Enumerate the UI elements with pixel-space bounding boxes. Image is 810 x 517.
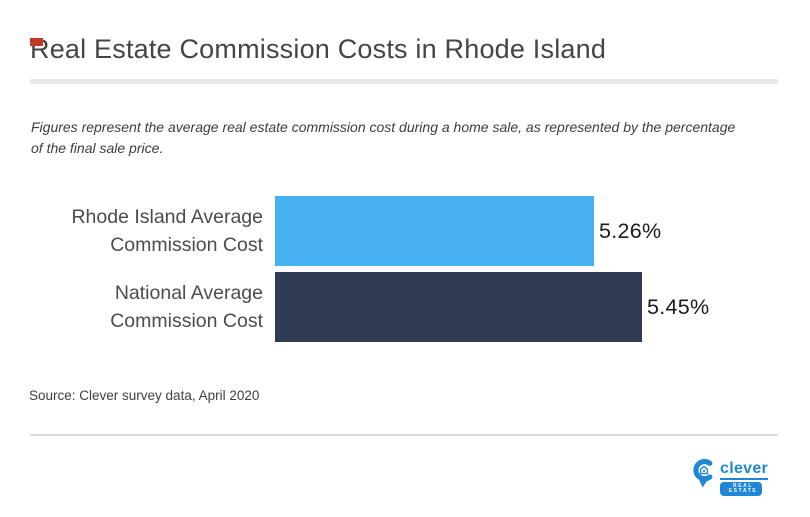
subtitle-line-1: Figures represent the average real estat… — [31, 119, 736, 135]
title-divider — [30, 79, 778, 84]
value-label: 5.45% — [647, 294, 710, 319]
bar-national — [275, 272, 642, 342]
clever-pin-icon — [693, 458, 713, 488]
clever-wordmark: clever — [720, 461, 769, 480]
chart-subtitle: Figures represent the average real estat… — [31, 117, 747, 159]
subtitle-line-2: of the final sale price. — [31, 140, 164, 156]
clever-tagline: REAL ESTATE — [720, 482, 762, 496]
category-label: Rhode Island Average Commission Cost — [71, 206, 263, 256]
value-label: 5.26% — [599, 218, 662, 243]
page-title: Real Estate Commission Costs in Rhode Is… — [30, 34, 607, 64]
clever-logo-text: clever REAL ESTATE — [720, 458, 769, 496]
bar-rhode-island — [275, 196, 594, 266]
clever-logo[interactable]: clever REAL ESTATE — [693, 458, 769, 496]
category-label: National Average Commission Cost — [110, 282, 263, 332]
red-marker — [30, 38, 43, 46]
bar-chart: Rhode Island Average Commission Cost 5.2… — [0, 196, 810, 342]
footer-divider — [30, 434, 778, 436]
chart-row-national: National Average Commission Cost 5.45% — [0, 272, 810, 342]
source-note: Source: Clever survey data, April 2020 — [29, 388, 260, 403]
chart-row-rhode-island: Rhode Island Average Commission Cost 5.2… — [0, 196, 810, 266]
